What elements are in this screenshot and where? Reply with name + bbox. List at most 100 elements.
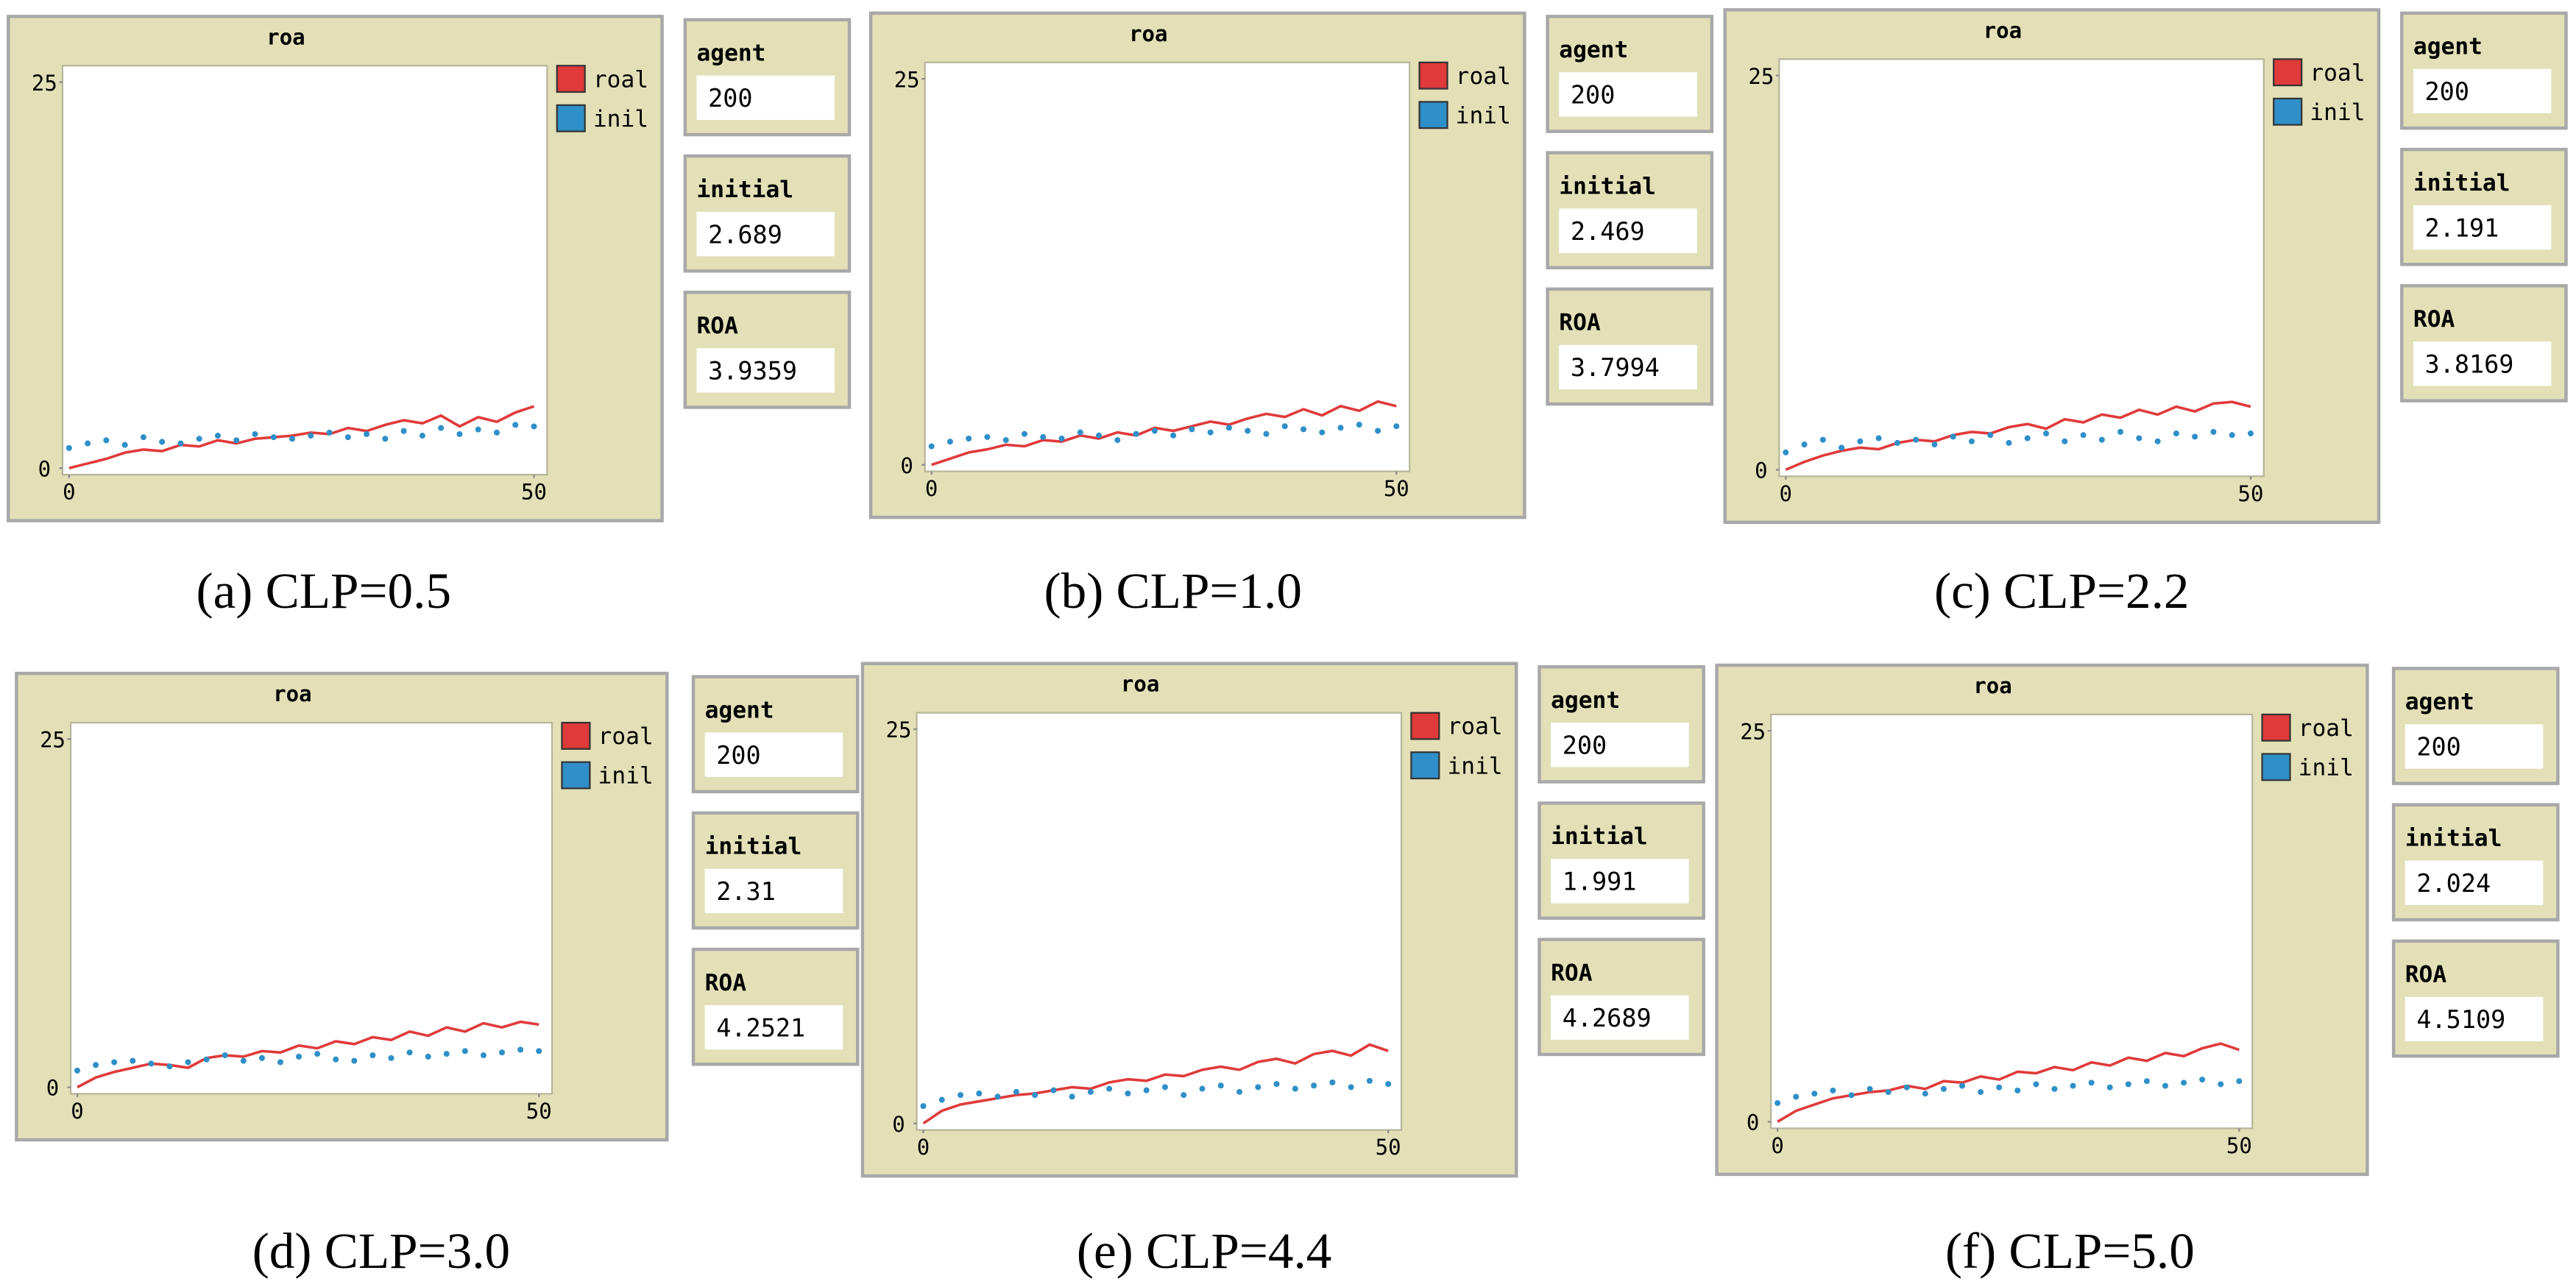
- monitor-field: [696, 75, 835, 120]
- monitor-field: [2413, 205, 2552, 250]
- plot-title: roa: [1121, 672, 1159, 697]
- monitor: ROA 3.8169: [2400, 284, 2568, 403]
- monitor-field: [704, 868, 843, 913]
- plot-panel: roa 0 25 0 50 roal inil: [7, 15, 664, 522]
- data-dot: [1866, 1085, 1873, 1092]
- monitor-value: 2.689: [708, 220, 782, 249]
- data-line: [922, 1043, 1389, 1125]
- data-dot: [1857, 438, 1864, 444]
- monitor-label: initial: [696, 177, 793, 203]
- monitor: initial 2.024: [2391, 803, 2560, 922]
- data-dot: [456, 430, 463, 437]
- data-dot: [1968, 438, 1975, 444]
- monitor-field: [1559, 344, 1697, 389]
- data-dot: [1013, 1088, 1019, 1095]
- legend-swatch: [1418, 61, 1448, 90]
- legend-label: roal: [1448, 714, 1503, 740]
- monitor-field: [2405, 996, 2544, 1042]
- y-tick-label: 0: [38, 456, 51, 481]
- monitor-value: 4.5109: [2416, 1005, 2505, 1034]
- monitor-field: [1551, 723, 1689, 767]
- caption: (f) CLP=5.0: [1945, 1222, 2195, 1279]
- data-dot: [1281, 423, 1288, 430]
- data-dot: [461, 1048, 468, 1054]
- data-dot: [2088, 1079, 2095, 1086]
- monitor: agent 200: [1538, 664, 1705, 784]
- data-dot: [1292, 1085, 1298, 1092]
- data-dot: [425, 1053, 431, 1060]
- data-dot: [185, 1059, 191, 1066]
- plot-title: roa: [1129, 21, 1167, 46]
- data-dot: [966, 435, 972, 442]
- monitor: agent 200: [1546, 15, 1714, 133]
- legend-label: inil: [1448, 753, 1503, 779]
- y-tick-label: 0: [46, 1076, 59, 1101]
- data-dot: [2218, 1081, 2224, 1088]
- data-dot: [1143, 1087, 1150, 1093]
- monitor-value: 200: [2425, 77, 2469, 106]
- data-dot: [2229, 432, 2235, 439]
- data-dot: [2236, 1078, 2243, 1085]
- data-dot: [976, 1090, 983, 1096]
- monitor-value: 4.2521: [716, 1013, 805, 1042]
- caption: (a) CLP=0.5: [197, 562, 451, 619]
- data-dot: [1819, 436, 1826, 443]
- data-dot: [2162, 1082, 2168, 1089]
- plot-title: roa: [1984, 18, 2022, 43]
- x-tick-label: 50: [1376, 1135, 1401, 1160]
- legend-swatch: [556, 65, 586, 93]
- data-dot: [388, 1054, 394, 1061]
- data-dot: [1170, 432, 1177, 439]
- data-dot: [252, 430, 258, 437]
- monitor: initial 1.991: [1538, 801, 1705, 920]
- legend-swatch: [1418, 101, 1448, 130]
- data-dot: [1058, 435, 1065, 442]
- monitor-field: [1559, 208, 1697, 253]
- data-dot: [214, 433, 221, 439]
- legend-swatch: [556, 104, 586, 132]
- data-dot: [1348, 1084, 1354, 1091]
- data-dot: [296, 1053, 302, 1060]
- monitor-label: agent: [1559, 37, 1628, 63]
- plot-panel: roa 0 25 0 50 roal inil: [15, 671, 669, 1142]
- monitor: initial 2.469: [1546, 151, 1714, 270]
- data-dot: [1913, 436, 1919, 443]
- plot-panel: roa 0 25 0 50 roal inil: [1723, 8, 2381, 525]
- monitor-field: [1559, 72, 1697, 117]
- data-dot: [1375, 428, 1381, 434]
- data-dot: [1337, 425, 1344, 431]
- y-tick-label: 0: [892, 1112, 905, 1137]
- data-dot: [1801, 442, 1808, 448]
- data-dot: [2043, 430, 2050, 437]
- data-dot: [326, 429, 333, 436]
- data-dot: [1217, 1082, 1224, 1089]
- caption: (c) CLP=2.2: [1934, 562, 2189, 619]
- data-dot: [1894, 439, 1900, 446]
- monitor-field: [1551, 995, 1689, 1040]
- monitor-label: agent: [696, 40, 765, 67]
- monitor: ROA 3.7994: [1546, 287, 1714, 406]
- monitor-value: 2.191: [2425, 213, 2499, 242]
- legend-label: roal: [2310, 60, 2365, 86]
- monitor-field: [2413, 68, 2552, 114]
- data-dot: [308, 433, 314, 439]
- data-dot: [1319, 429, 1326, 436]
- data-dot: [920, 1103, 927, 1110]
- data-dot: [2033, 1081, 2039, 1088]
- data-dot: [400, 428, 407, 434]
- legend-swatch: [2261, 753, 2291, 781]
- data-dot: [258, 1054, 265, 1061]
- x-tick-label: 0: [925, 476, 938, 501]
- monitor-value: 200: [2416, 733, 2460, 762]
- data-dot: [2070, 1082, 2076, 1089]
- plot-area: [1778, 58, 2265, 478]
- data-dot: [196, 436, 202, 442]
- monitor-label: ROA: [705, 970, 747, 996]
- monitor: initial 2.191: [2400, 147, 2568, 266]
- data-dot: [74, 1067, 81, 1074]
- data-dot: [493, 429, 500, 436]
- data-dot: [1236, 1088, 1243, 1095]
- monitor-field: [2413, 341, 2552, 386]
- data-dot: [1393, 423, 1400, 430]
